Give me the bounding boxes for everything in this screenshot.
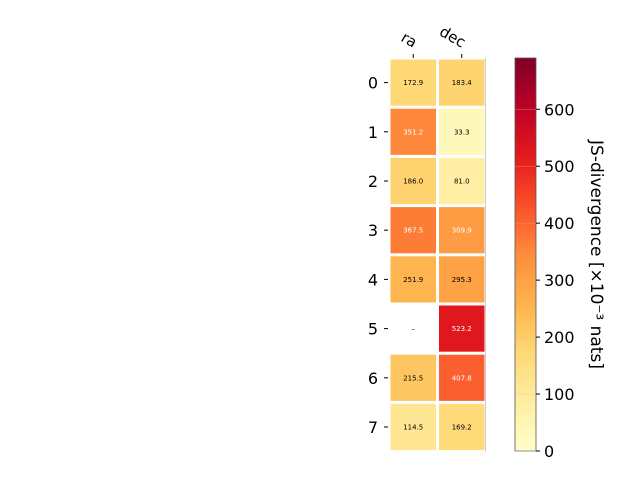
x-tick-label: ra bbox=[398, 28, 420, 51]
colorbar-tick-label: 0 bbox=[544, 442, 554, 461]
heatmap-cell bbox=[439, 108, 485, 155]
y-tick-label: 2 bbox=[368, 172, 378, 191]
cell-value-label: 367.5 bbox=[403, 227, 423, 235]
colorbar-tick-label: 500 bbox=[544, 157, 575, 176]
colorbar-tick-label: 300 bbox=[544, 271, 575, 290]
y-tick-label: 4 bbox=[368, 270, 378, 289]
y-tick-label: 0 bbox=[368, 74, 378, 93]
cell-value-label: 183.4 bbox=[452, 79, 473, 87]
cell-value-label: 172.9 bbox=[403, 79, 423, 87]
cell-value-label: 351.2 bbox=[403, 128, 423, 136]
heatmap-cell bbox=[390, 108, 436, 155]
cell-value-label: 215.5 bbox=[403, 374, 423, 382]
colorbar-label: JS-divergence [×10⁻³ nats] bbox=[586, 139, 606, 369]
cell-value-label: 251.9 bbox=[403, 276, 423, 284]
y-axis: 0 1 2 3 4 5 6 7 bbox=[368, 74, 388, 437]
x-axis: ra dec bbox=[398, 22, 469, 58]
colorbar: 0 100 200 300 400 500 600 JS-divergence [×10⁻³ … bbox=[514, 57, 606, 461]
heatmap-cell bbox=[390, 354, 436, 401]
x-tick-label: dec bbox=[436, 22, 468, 51]
y-tick-label: 6 bbox=[368, 369, 378, 388]
cell-value-label: 407.8 bbox=[452, 374, 472, 382]
colorbar-tick-label: 400 bbox=[544, 214, 575, 233]
cell-value-label: 186.0 bbox=[403, 178, 423, 186]
heatmap-cell bbox=[439, 305, 485, 352]
heatmap-cell bbox=[390, 157, 436, 205]
heatmap-cell bbox=[439, 207, 485, 254]
heatmap-cell bbox=[390, 403, 436, 451]
heatmap-cell bbox=[390, 256, 436, 303]
y-tick-label: 5 bbox=[368, 320, 378, 339]
y-tick-label: 1 bbox=[368, 123, 378, 142]
cell-value-label: 81.0 bbox=[454, 178, 470, 186]
cell-value-label: – bbox=[412, 325, 416, 333]
y-tick-label: 3 bbox=[368, 221, 378, 240]
heatmap-cell bbox=[439, 59, 485, 106]
cell-value-label: 309.9 bbox=[452, 227, 472, 235]
heatmap-cell bbox=[390, 207, 436, 254]
colorbar-tick-label: 600 bbox=[544, 100, 575, 119]
heatmap-cells: 172.9 183.4 351.2 33.3 186.0 81.0 367.5 309.9 25… bbox=[390, 58, 486, 452]
cell-value-label: 169.2 bbox=[452, 424, 472, 432]
heatmap-cell bbox=[439, 157, 485, 205]
cell-value-label: 114.5 bbox=[403, 424, 423, 432]
heatmap-cell bbox=[439, 354, 485, 401]
cell-value-label: 33.3 bbox=[454, 128, 470, 136]
heatmap-cell bbox=[439, 256, 485, 303]
heatmap-cell bbox=[439, 403, 485, 451]
heatmap-cell bbox=[390, 305, 436, 352]
colorbar-gradient bbox=[514, 57, 537, 452]
colorbar-tick-label: 100 bbox=[544, 385, 575, 404]
cell-value-label: 295.3 bbox=[452, 276, 472, 284]
heatmap-cell bbox=[390, 59, 436, 106]
colorbar-tick-label: 200 bbox=[544, 328, 575, 347]
cell-value-label: 523.2 bbox=[452, 325, 472, 333]
y-tick-label: 7 bbox=[368, 418, 378, 437]
